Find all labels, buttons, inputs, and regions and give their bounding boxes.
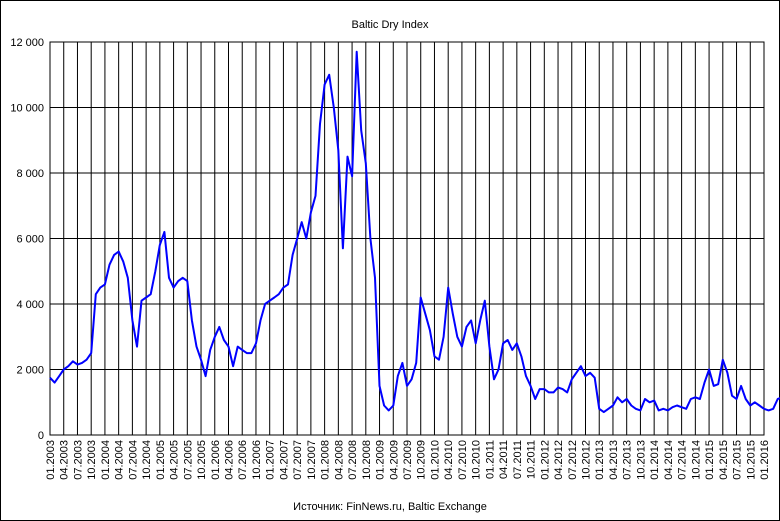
x-tick-label: 10.2012 [581, 440, 593, 480]
x-tick-label: 01.2016 [759, 440, 771, 480]
x-tick-label: 10.2013 [635, 440, 647, 480]
x-tick-label: 10.2011 [526, 440, 538, 479]
x-tick-label: 04.2012 [553, 440, 565, 480]
y-tick-label: 8 000 [16, 168, 44, 180]
x-tick-label: 04.2007 [278, 440, 290, 480]
x-tick-label: 10.2003 [86, 440, 98, 480]
x-tick-label: 07.2010 [457, 440, 469, 480]
y-tick-label: 2 000 [16, 365, 44, 377]
x-tick-label: 01.2007 [265, 440, 277, 480]
x-tick-label: 07.2004 [127, 440, 139, 480]
x-tick-label: 10.2008 [361, 440, 373, 480]
x-tick-label: 07.2013 [622, 440, 634, 480]
x-tick-label: 01.2014 [649, 440, 661, 480]
x-tick-label: 01.2011 [484, 440, 496, 479]
x-tick-label: 04.2013 [608, 440, 620, 480]
x-tick-label: 10.2014 [690, 440, 702, 480]
x-tick-label: 04.2010 [443, 440, 455, 480]
x-tick-label: 07.2014 [677, 440, 689, 480]
x-tick-label: 07.2003 [72, 440, 84, 480]
chart-title: Baltic Dry Index [351, 19, 429, 31]
x-tick-label: 07.2007 [292, 440, 304, 480]
source-note: Источник: FinNews.ru, Baltic Exchange [293, 501, 487, 513]
x-tick-label: 10.2007 [306, 440, 318, 480]
y-tick-label: 10 000 [10, 103, 44, 115]
x-tick-label: 01.2005 [155, 440, 167, 480]
x-tick-label: 04.2009 [388, 440, 400, 480]
y-tick-label: 0 [38, 430, 44, 442]
y-tick-label: 4 000 [16, 299, 44, 311]
x-tick-label: 04.2004 [114, 440, 126, 480]
x-tick-label: 04.2005 [169, 440, 181, 480]
x-tick-label: 01.2015 [704, 440, 716, 480]
x-tick-label: 04.2011 [498, 440, 510, 479]
y-tick-label: 6 000 [16, 234, 44, 246]
x-tick-label: 04.2015 [718, 440, 730, 480]
x-tick-label: 01.2004 [100, 440, 112, 480]
x-tick-label: 07.2015 [732, 440, 744, 480]
x-tick-label: 07.2012 [567, 440, 579, 480]
x-tick-label: 07.2005 [182, 440, 194, 480]
x-tick-label: 10.2009 [416, 440, 428, 480]
x-tick-label: 04.2014 [663, 440, 675, 480]
x-tick-label: 07.2006 [237, 440, 249, 480]
x-tick-label: 07.2008 [347, 440, 359, 480]
x-tick-label: 04.2008 [333, 440, 345, 480]
x-tick-label: 10.2010 [471, 440, 483, 480]
x-tick-label: 01.2013 [594, 440, 606, 480]
series-line-baltic-dry-index [49, 50, 780, 414]
x-tick-label: 01.2008 [320, 440, 332, 480]
x-tick-label: 10.2015 [745, 440, 757, 480]
y-axis-tick-labels: 0 2 000 4 000 6 000 8 000 10 000 12 000 [10, 37, 44, 442]
x-tick-label: 07.2009 [402, 440, 414, 480]
x-gridlines [63, 42, 751, 435]
x-tick-label: 01.2010 [429, 440, 441, 480]
x-tick-label: 01.2003 [45, 440, 57, 480]
x-tick-label: 01.2006 [210, 440, 222, 480]
y-tick-label: 12 000 [10, 37, 44, 49]
x-tick-label: 01.2012 [539, 440, 551, 480]
x-tick-label: 04.2006 [224, 440, 236, 480]
x-tick-label: 10.2005 [196, 440, 208, 480]
x-tick-label: 07.2011 [512, 440, 524, 479]
x-tick-label: 10.2006 [251, 440, 263, 480]
x-tick-label: 01.2009 [375, 440, 387, 480]
x-tick-label: 10.2004 [141, 440, 153, 480]
x-tick-label: 04.2003 [59, 440, 71, 480]
x-axis-tick-labels: 01.2003 04.2003 07.2003 10.2003 01.2004 04.20… [45, 440, 771, 480]
